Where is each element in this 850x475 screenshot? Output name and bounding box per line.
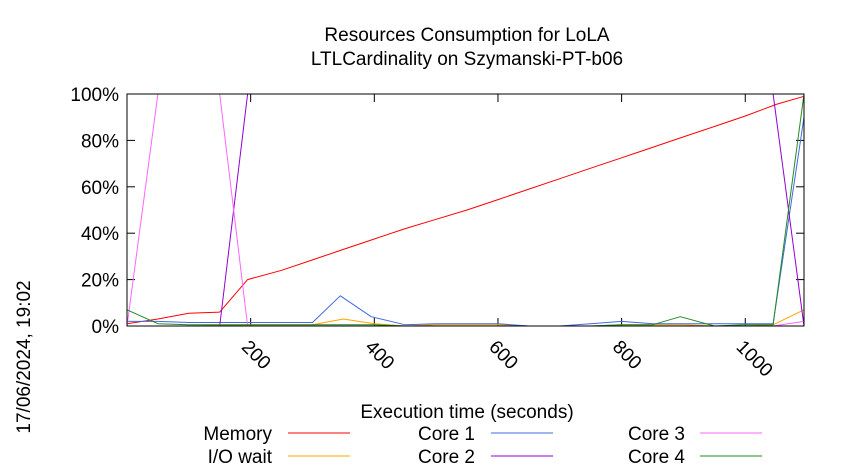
plot-frame (126, 93, 805, 327)
y-tick-label: 0% (92, 317, 120, 338)
legend-label-core-2: Core 2 (418, 447, 475, 468)
legend-label-memory: Memory (203, 424, 272, 445)
legend-label-core-4: Core 4 (628, 447, 685, 468)
y-tick-label: 100% (70, 85, 119, 106)
x-axis-label: Execution time (seconds) (360, 402, 573, 423)
series-line-core-1 (127, 117, 805, 327)
y-tick-label: 80% (81, 131, 119, 152)
legend-label-i-o-wait: I/O wait (208, 447, 273, 468)
series-line-memory (126, 95, 805, 325)
legend-label-core-3: Core 3 (628, 424, 685, 445)
x-tick-label: 400 (361, 337, 398, 374)
x-axis-ticks: 200 400 600 800 1000 (237, 94, 776, 381)
x-tick-label: 800 (608, 337, 645, 374)
y-tick-label: 20% (81, 271, 119, 292)
y-axis-ticks: 0% 20% 40% 60% 80% 100% (70, 85, 804, 338)
y-tick-label: 60% (81, 178, 119, 199)
timestamp-label: 17/06/2024, 19:02 (14, 280, 35, 433)
chart-title: Resources Consumption for LoLA (324, 25, 609, 46)
y-tick-label: 40% (81, 224, 119, 245)
plot-series (126, 93, 805, 327)
legend-label-core-1: Core 1 (418, 424, 475, 445)
x-tick-label: 600 (484, 337, 521, 374)
x-tick-label: 1000 (732, 337, 777, 382)
x-tick-label: 200 (237, 337, 274, 374)
chart-subtitle: LTLCardinality on Szymanski-PT-b06 (311, 49, 623, 70)
